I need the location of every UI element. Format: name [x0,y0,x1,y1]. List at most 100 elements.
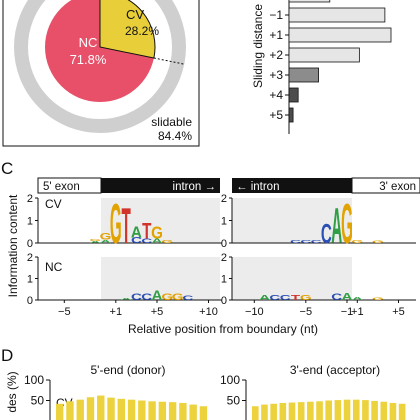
logo-y-tick-label: 1 [27,274,33,286]
logo-letter: A [259,293,270,302]
slidable-ring [14,0,186,133]
dbar [307,401,314,420]
logo-x-tick-label: −5 [58,306,71,318]
sliding-bar [288,87,299,103]
sliding-bar [288,47,360,63]
dbar [288,402,296,420]
logo-letter: A [131,224,142,241]
header-left-intron: intron → [173,181,216,193]
sliding-bar [288,67,319,83]
panel-d-ylabel: des (%) [5,371,19,412]
header-left-intron-bar [101,178,220,193]
logo-letter: C [131,292,142,302]
dbar [261,404,268,420]
sliding-bar [288,0,331,3]
logo-letter: C [331,292,342,302]
dbar [117,398,125,420]
logo-letter: G [372,240,384,244]
dbar [352,399,360,420]
sliding-distance-ylabel: Sliding distance [251,4,265,88]
pie-panel: NC 71.8% CV 28.2% slidable 84.4% [2,0,200,147]
position-bars-panel: D 5'-end (donor) 3'-end (acceptor) des (… [1,346,406,420]
pie-value-nc: 71.8% [70,52,107,67]
logo-letter: T [291,293,301,302]
dbar [148,401,156,420]
donor-bars: 50 100 [24,373,208,420]
logo-letter: C [269,293,280,302]
sliding-tick-label: −2 [269,0,283,2]
logo-y-tick-label: 2 [27,193,33,205]
logo-x-tick-label: −5 [300,306,313,318]
sliding-tick-label: +1 [269,28,283,42]
dbar [343,399,351,420]
logo-y-tick-label: 2 [27,252,33,264]
logo-letter: T [121,198,130,253]
logo-x-tick-label: +5 [392,306,405,318]
logo-letter: A [121,298,132,301]
logo-letter: C [311,239,322,244]
pie-frame [2,0,200,147]
logo-letter: C [280,293,291,302]
dbar [371,400,378,420]
dbar-y-tick-label: 100 [220,373,240,387]
logo-shade [232,198,352,243]
logo-letter: C [141,238,153,244]
logo-letter: G [110,192,122,255]
pie-slice-leader [153,57,185,65]
logo-shade [101,257,220,300]
logo-letter: G [172,292,184,302]
logo-ylabel: Information content [6,194,20,297]
logo-letter: A [90,240,101,243]
pie-label-cv: CV [126,7,144,22]
dbar [297,402,305,420]
logo-x-tick-label: −1 [341,306,354,318]
dbar [138,400,146,420]
header-right-exon-box [351,177,420,194]
logo-letter: G [341,192,353,255]
logo-y-tick-label: 1 [27,216,33,228]
logo-xlabel: Relative position from boundary (nt) [128,322,318,336]
row-label-cv: CV [45,197,62,211]
sliding-tick-label: +5 [269,108,283,122]
sliding-tick-label: −1 [269,8,283,22]
logo-letter: G [161,292,173,302]
dbar-y-tick-label: 100 [24,373,44,387]
dbar [189,404,197,420]
sliding-bar [288,27,392,43]
logo-letter: T [142,219,152,243]
logo-y-tick-label: 0 [27,238,33,250]
dbar [199,406,208,420]
panel-d-title-acceptor: 3'-end (acceptor) [290,363,380,377]
dbar [362,400,369,420]
dbar [107,397,115,420]
logo-letter: C [321,218,332,249]
logo-letter: A [152,238,164,244]
logo-shade [101,198,220,243]
logo-letter: G [351,239,363,244]
dbar [179,402,187,420]
logo-letter: C [141,292,152,302]
logo-y-tick-label: 2 [221,193,227,205]
logo-letter: G [151,224,163,243]
logo-letter: C [131,236,142,245]
logo-x-tick-label: +10 [199,306,218,318]
panel-c-letter: C [1,159,13,178]
logo-letter: A [152,289,163,304]
logo-x-tick-label: −10 [245,306,264,318]
sliding-bar [288,7,386,23]
dbar [279,402,287,420]
logo-letter: C [290,239,301,244]
pie-label-nc: NC [79,35,98,50]
dbar [168,402,177,420]
logo-panel: C 5' exon intron → ← intron 3' exon Info… [1,159,420,336]
sliding-distance-chart: Sliding distance −2 −1 +1 +2 +3 +4 +5 [251,0,392,134]
sliding-tick-label: +3 [269,68,283,82]
logo-letter: G [89,238,101,241]
logo-y-tick-label: 0 [221,238,227,250]
logo-y-tick-label: 1 [221,216,227,228]
